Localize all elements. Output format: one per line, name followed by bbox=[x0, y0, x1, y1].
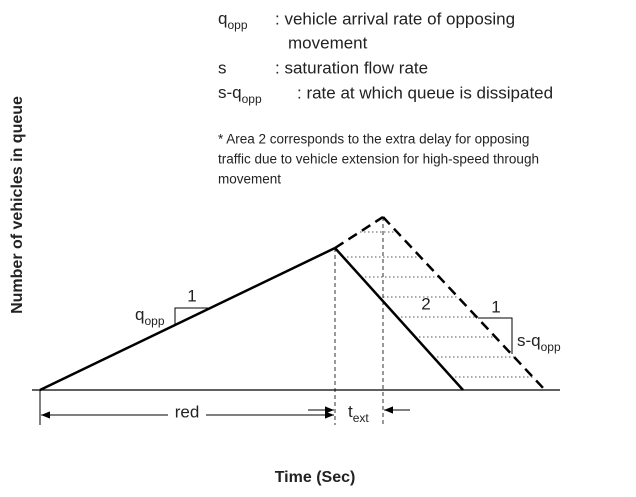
slope-triangle bbox=[478, 317, 513, 354]
slope-label: 1 bbox=[491, 297, 500, 316]
legend-symbol: qopp bbox=[218, 9, 248, 32]
extension-label: text bbox=[348, 402, 369, 425]
y-axis-label: Number of vehicles in queue bbox=[9, 96, 26, 314]
note: movement bbox=[218, 172, 281, 187]
area-label: 2 bbox=[421, 294, 430, 313]
rate-label: qopp bbox=[135, 305, 165, 328]
red-label: red bbox=[175, 402, 200, 421]
legend-description: : vehicle arrival rate of opposing bbox=[275, 9, 515, 28]
note: * Area 2 corresponds to the extra delay … bbox=[218, 132, 529, 147]
note: traffic due to vehicle extension for hig… bbox=[218, 152, 539, 167]
dissipation-line bbox=[334, 247, 464, 391]
legend-description: : rate at which queue is dissipated bbox=[297, 83, 553, 102]
slope-triangle bbox=[174, 307, 210, 325]
legend-description: movement bbox=[288, 33, 368, 52]
legend-symbol: s bbox=[218, 58, 227, 77]
arrival-line bbox=[39, 246, 336, 392]
legend-description: : saturation flow rate bbox=[275, 58, 428, 77]
rate-label: s-qopp bbox=[517, 331, 561, 354]
x-axis-label: Time (Sec) bbox=[275, 469, 356, 486]
legend-symbol: s-qopp bbox=[218, 83, 262, 106]
extended-arrival-line bbox=[334, 215, 384, 250]
hatching bbox=[343, 231, 533, 378]
extended-dissipation-line bbox=[382, 216, 546, 391]
slope-label: 1 bbox=[187, 286, 196, 305]
